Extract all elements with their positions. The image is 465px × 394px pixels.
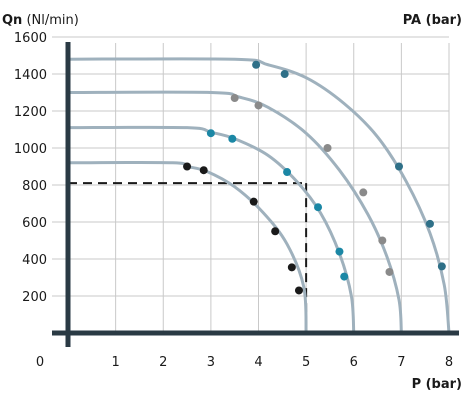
data-point-pa-6-4	[335, 247, 344, 256]
grid-lines	[52, 36, 450, 333]
y-tick-label-1400: 1400	[14, 68, 47, 83]
tick-labels: 0 1 2 3 4 5 6 7 8 200 400 600 800 1000 1200 1400 1600	[14, 31, 453, 370]
y-axis-title: Qn (Nl/min)	[2, 13, 79, 28]
y-tick-label-1200: 1200	[14, 105, 47, 120]
data-point-pa-5-3	[271, 227, 280, 236]
x-tick-label-1: 1	[111, 355, 119, 370]
axes	[52, 42, 459, 347]
data-point-pa-8-1	[280, 70, 289, 78]
x-axis-title: P (bar)	[412, 377, 462, 392]
data-point-pa-5-2	[249, 197, 258, 206]
x-tick-label-2: 2	[159, 355, 167, 370]
data-point-pa-6-5	[340, 272, 349, 281]
x-tick-label-0: 0	[36, 355, 44, 370]
data-point-pa-8-0	[252, 60, 261, 69]
curve-pa-6	[67, 125, 356, 334]
data-point-pa-7-3	[359, 188, 368, 197]
data-point-pa-6-3	[314, 203, 323, 212]
data-point-pa-7-5	[385, 267, 394, 276]
y-tick-label-1600: 1600	[14, 31, 47, 46]
y-tick-label-400: 400	[22, 253, 47, 268]
secondary-axis-title: PA (bar)	[403, 13, 462, 28]
x-tick-label-3: 3	[207, 355, 215, 370]
x-tick-label-8: 8	[445, 355, 453, 370]
y-tick-label-200: 200	[22, 290, 47, 305]
curve-pa-8	[67, 57, 451, 334]
data-point-pa-5-5	[294, 286, 303, 295]
x-tick-label-5: 5	[302, 355, 310, 370]
data-point-pa-6-0	[206, 129, 215, 138]
data-point-pa-6-1	[228, 134, 237, 143]
pressure-curves	[67, 57, 451, 334]
data-point-pa-7-4	[378, 236, 387, 245]
data-point-pa-7-2	[323, 144, 332, 152]
data-point-pa-8-4	[437, 262, 446, 271]
data-point-pa-5-0	[183, 162, 192, 171]
data-point-pa-6-2	[283, 168, 292, 177]
curve-pa-7	[67, 90, 403, 334]
data-point-pa-7-0	[230, 94, 239, 103]
reference-lines	[68, 182, 308, 333]
data-point-pa-8-2	[394, 162, 403, 171]
data-points	[183, 60, 446, 295]
data-point-pa-7-1	[254, 101, 263, 110]
y-tick-label-800: 800	[22, 179, 47, 194]
data-point-pa-8-3	[425, 219, 434, 228]
y-tick-label-1000: 1000	[14, 142, 47, 157]
curve-pa-5	[67, 161, 308, 334]
y-tick-label-600: 600	[22, 216, 47, 231]
data-point-pa-5-4	[287, 263, 296, 272]
x-tick-label-6: 6	[350, 355, 358, 370]
x-tick-label-4: 4	[254, 355, 262, 370]
x-tick-label-7: 7	[397, 355, 405, 370]
data-point-pa-5-1	[199, 166, 208, 175]
